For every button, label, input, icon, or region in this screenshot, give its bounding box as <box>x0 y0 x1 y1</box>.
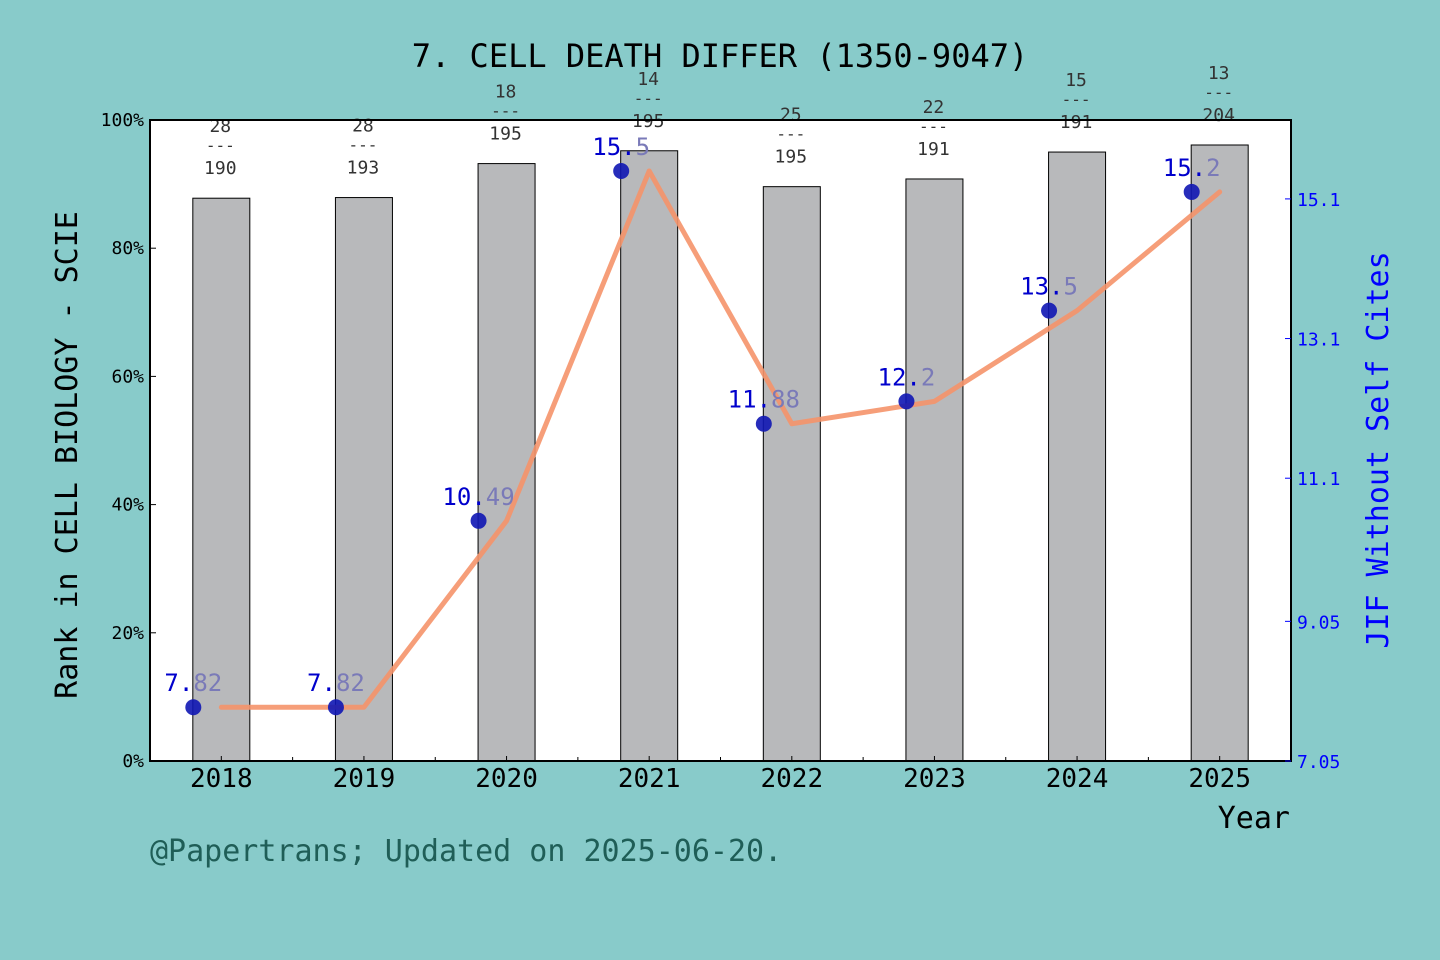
rank-total: 195 <box>632 111 665 132</box>
left-tick-label: 40% <box>111 495 144 516</box>
rank-total: 195 <box>775 147 808 168</box>
jif-value-label: 15.5 <box>592 133 650 161</box>
rank-label: 14 <box>637 69 659 90</box>
jif-value-label: 7.82 <box>307 669 365 697</box>
chart-title: 7. CELL DEATH DIFFER (1350-9047) <box>412 37 1029 75</box>
rank-label: 28 <box>352 116 374 137</box>
bar-2019 <box>334 197 393 762</box>
right-tick-label: 13.1 <box>1297 330 1340 351</box>
bar-2023 <box>905 178 964 762</box>
jif-marker <box>327 699 344 716</box>
rank-total: 193 <box>347 158 380 179</box>
bar-2018 <box>192 197 251 762</box>
rank-label: 15 <box>1065 70 1087 91</box>
jif-marker <box>755 415 772 432</box>
x-tick-label: 2024 <box>1046 764 1109 794</box>
jif-marker <box>1041 302 1058 319</box>
jif-marker <box>613 162 630 179</box>
x-tick-label: 2025 <box>1188 764 1251 794</box>
jif-value-label: 7.82 <box>164 669 222 697</box>
right-tick-label: 7.05 <box>1297 752 1340 773</box>
rank-total: 190 <box>204 158 237 179</box>
left-tick-label: 0% <box>122 751 144 772</box>
jif-line <box>218 168 1223 710</box>
left-tick-label: 100% <box>101 110 145 131</box>
rank-separator: --- <box>1062 90 1091 109</box>
left-tick-label: 60% <box>111 366 144 387</box>
bar-2021 <box>620 150 679 762</box>
rank-separator: --- <box>634 89 663 108</box>
footer-credit: @Papertrans; Updated on 2025-06-20. <box>150 834 783 869</box>
rank-separator: --- <box>206 136 235 155</box>
rank-total: 204 <box>1202 105 1235 126</box>
jif-value-label: 15.2 <box>1163 154 1221 182</box>
plot-area <box>150 120 1291 761</box>
right-tick-label: 11.1 <box>1297 469 1340 490</box>
rank-separator: --- <box>1204 83 1233 102</box>
jif-value-label: 12.2 <box>878 363 936 391</box>
rank-label: 28 <box>209 116 231 137</box>
x-tick-label: 2020 <box>475 764 538 794</box>
y-axis-label-right: JIF Without Self Cites <box>1361 251 1396 648</box>
x-axis-label: Year <box>1218 801 1290 836</box>
right-tick-label: 15.1 <box>1297 190 1340 211</box>
bar-2022 <box>762 186 821 762</box>
bar-2024 <box>1048 151 1107 762</box>
jif-value-label: 11.88 <box>728 386 800 414</box>
left-tick-label: 20% <box>111 623 144 644</box>
x-tick-label: 2023 <box>903 764 966 794</box>
rank-separator: --- <box>919 117 948 136</box>
rank-total: 191 <box>917 139 950 160</box>
rank-separator: --- <box>348 136 377 155</box>
x-tick-label: 2019 <box>333 764 396 794</box>
x-tick-label: 2018 <box>190 764 253 794</box>
y-axis-label-left: Rank in CELL BIOLOGY - SCIE <box>50 211 85 699</box>
rank-total: 191 <box>1060 112 1093 133</box>
rank-label: 13 <box>1208 63 1230 84</box>
jif-marker <box>1183 183 1200 200</box>
jif-marker <box>185 699 202 716</box>
bar-2025 <box>1190 144 1249 762</box>
rank-label: 25 <box>780 105 802 126</box>
x-tick-label: 2021 <box>618 764 681 794</box>
bar-2020 <box>477 163 536 762</box>
rank-label: 18 <box>495 82 517 103</box>
jif-value-label: 10.49 <box>442 483 514 511</box>
rank-label: 22 <box>923 97 945 118</box>
rank-separator: --- <box>491 102 520 121</box>
jif-marker <box>470 512 487 529</box>
rank-total: 195 <box>489 124 522 145</box>
x-tick-label: 2022 <box>761 764 824 794</box>
jif-value-label: 13.5 <box>1020 273 1078 301</box>
rank-separator: --- <box>776 125 805 144</box>
left-tick-label: 80% <box>111 238 144 259</box>
jif-marker <box>898 393 915 410</box>
right-tick-label: 9.05 <box>1297 612 1340 633</box>
